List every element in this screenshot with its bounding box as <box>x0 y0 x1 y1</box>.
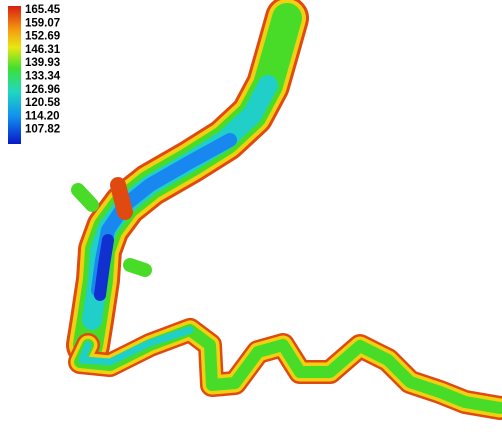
reservoir-arm <box>78 18 287 345</box>
legend-label: 152.69 <box>25 31 60 43</box>
legend-label: 133.34 <box>25 71 61 83</box>
legend-label: 126.96 <box>25 84 60 96</box>
legend-label: 159.07 <box>25 17 60 29</box>
page: 165.45159.07 152.69146.31139.93 133.34126.… <box>0 0 502 444</box>
legend-label: 114.20 <box>25 110 60 122</box>
legend-label: 139.93 <box>25 57 60 69</box>
legend-label: 146.31 <box>25 44 61 56</box>
water-body <box>78 18 500 408</box>
legend-label: 107.82 <box>25 124 60 136</box>
river <box>80 330 500 408</box>
color-bar <box>8 6 21 144</box>
map-view: 165.45159.07 152.69146.31139.93 133.34126.… <box>0 0 502 444</box>
legend-label: 165.45 <box>25 4 61 16</box>
legend-label: 120.58 <box>25 97 61 109</box>
